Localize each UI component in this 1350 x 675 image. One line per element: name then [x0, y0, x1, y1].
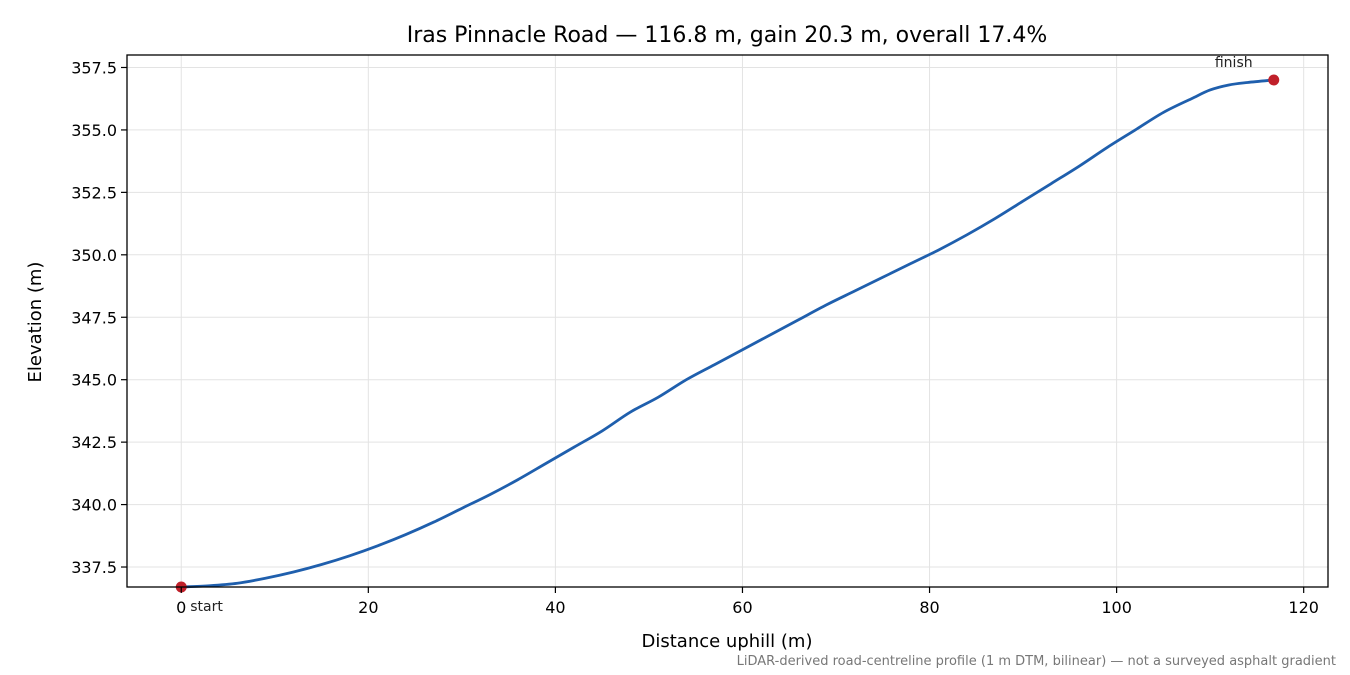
grid — [127, 55, 1328, 587]
x-tick-label: 60 — [732, 598, 752, 617]
x-tick-label: 20 — [358, 598, 378, 617]
footnote: LiDAR-derived road-centreline profile (1… — [737, 654, 1336, 669]
x-tick-label: 40 — [545, 598, 565, 617]
y-tick-label: 345.0 — [71, 371, 117, 390]
x-tick-label: 100 — [1101, 598, 1132, 617]
y-tick-label: 340.0 — [71, 496, 117, 515]
y-tick-label: 355.0 — [71, 121, 117, 140]
x-axis-label: Distance uphill (m) — [642, 631, 813, 652]
chart-title: Iras Pinnacle Road — 116.8 m, gain 20.3 … — [407, 23, 1048, 48]
finish-annotation: finish — [1215, 55, 1253, 71]
y-tick-label: 352.5 — [71, 183, 117, 202]
y-tick-label: 350.0 — [71, 246, 117, 265]
finish-marker — [1268, 74, 1280, 86]
y-tick-label: 347.5 — [71, 308, 117, 327]
elevation-line — [179, 78, 1276, 589]
series-layer — [175, 74, 1280, 593]
y-axis-ticks: 337.5 340.0 342.5 345.0 347.5 350.0 352.5 355.0… — [71, 58, 127, 577]
plot-frame — [126, 54, 1329, 588]
y-axis-label: Elevation (m) — [25, 262, 46, 383]
x-tick-label: 120 — [1288, 598, 1319, 617]
x-tick-label: 0 — [176, 598, 186, 617]
y-tick-label: 357.5 — [71, 58, 117, 77]
x-tick-label: 80 — [919, 598, 939, 617]
start-annotation: start — [190, 599, 223, 615]
y-tick-label: 342.5 — [71, 433, 117, 452]
y-tick-label: 337.5 — [71, 558, 117, 577]
x-axis-ticks: 0 20 40 60 80 100 120 — [176, 587, 1319, 617]
